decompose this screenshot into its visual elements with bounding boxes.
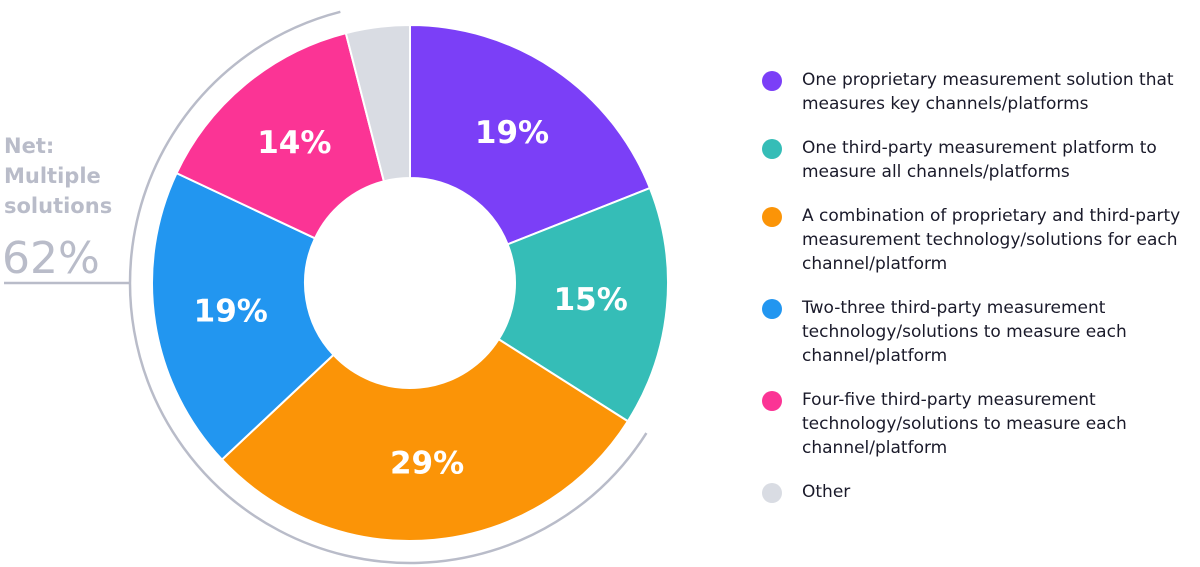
legend-swatch	[762, 299, 782, 319]
net-label-line-2: Multiple	[4, 164, 101, 188]
legend: One proprietary measurement solution tha…	[762, 68, 1198, 524]
net-label-line-1: Net:	[4, 134, 54, 158]
slice-label-2: 15%	[554, 282, 628, 318]
net-callout: Net: Multiple solutions 62%	[2, 134, 112, 284]
legend-item-teal: One third-party measurement platform to …	[762, 136, 1198, 184]
legend-label: One third-party measurement platform to …	[802, 138, 1157, 182]
legend-swatch	[762, 71, 782, 91]
donut-slices	[151, 23, 669, 542]
net-label-line-3: solutions	[4, 194, 112, 218]
legend-label: Four-five third-party measurement techno…	[802, 390, 1127, 458]
slice-label-1: 19%	[475, 115, 549, 151]
legend-item-orange: A combination of proprietary and third-p…	[762, 204, 1198, 276]
legend-item-blue: Two-three third-party measurement techno…	[762, 296, 1198, 368]
net-bracket-arc	[128, 10, 648, 565]
slice-1	[409, 23, 652, 246]
slice-label-5: 14%	[257, 125, 331, 161]
legend-swatch	[762, 139, 782, 159]
slice-label-3: 29%	[390, 446, 464, 482]
legend-swatch	[762, 483, 782, 503]
slice-2	[497, 186, 669, 423]
legend-label: A combination of proprietary and third-p…	[802, 206, 1181, 274]
legend-item-other: Other	[762, 480, 1198, 504]
slice-3	[220, 337, 630, 542]
slice-labels: 19% 15% 29% 19% 14%	[194, 115, 628, 482]
legend-label: Two-three third-party measurement techno…	[802, 298, 1127, 366]
legend-item-purple: One proprietary measurement solution tha…	[762, 68, 1198, 116]
legend-swatch	[762, 207, 782, 227]
slice-4	[151, 171, 335, 462]
slice-label-4: 19%	[194, 293, 268, 329]
legend-label: Other	[802, 482, 851, 502]
legend-item-pink: Four-five third-party measurement techno…	[762, 388, 1198, 460]
slice-5	[175, 31, 386, 240]
legend-swatch	[762, 391, 782, 411]
slice-6	[344, 23, 411, 183]
legend-label: One proprietary measurement solution tha…	[802, 70, 1174, 114]
net-value: 62%	[2, 233, 100, 284]
